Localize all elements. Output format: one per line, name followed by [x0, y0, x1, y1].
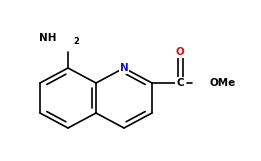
Text: C: C: [176, 78, 184, 88]
Text: 2: 2: [73, 37, 79, 46]
Text: OMe: OMe: [210, 78, 236, 88]
Text: NH: NH: [39, 33, 56, 43]
Text: O: O: [176, 47, 184, 57]
Text: N: N: [120, 63, 128, 73]
